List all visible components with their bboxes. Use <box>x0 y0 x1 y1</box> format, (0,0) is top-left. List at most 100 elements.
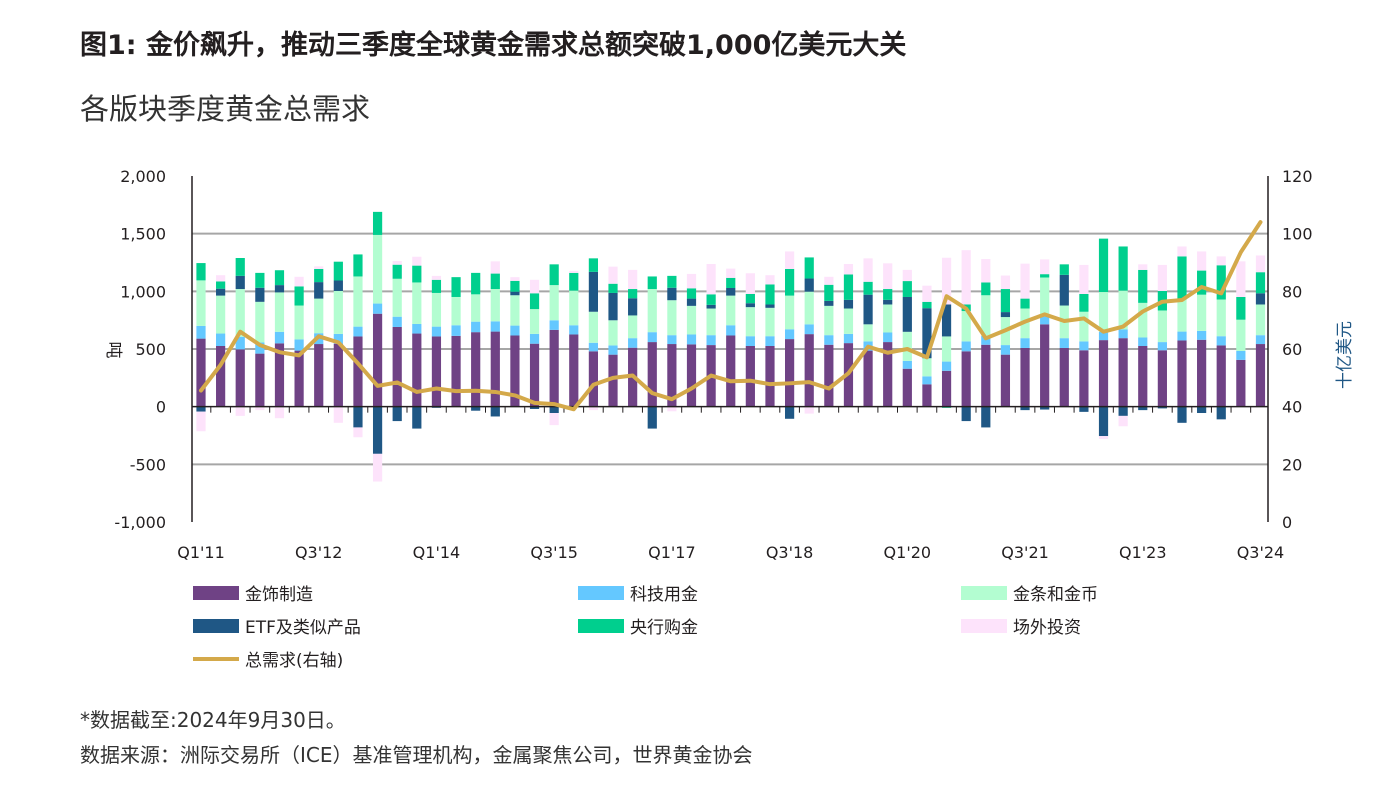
bar-segment <box>1040 315 1050 325</box>
bar-segment <box>1255 255 1266 273</box>
bar-segment <box>745 346 755 407</box>
bar-segment <box>1118 406 1128 416</box>
bar-segment <box>255 353 265 407</box>
bar-segment <box>1197 251 1207 271</box>
y2-tick-label: 100 <box>1282 225 1313 244</box>
bar-segment <box>255 272 265 288</box>
y-tick-label: 500 <box>135 340 166 359</box>
bar-segment <box>706 263 716 295</box>
bar-segment <box>490 273 500 290</box>
bar-segment <box>1177 340 1187 407</box>
bar-segment <box>785 339 795 407</box>
bar-segment <box>1059 264 1069 275</box>
x-tick-label: Q3'18 <box>766 543 814 562</box>
bar-segment <box>431 275 442 280</box>
bar-segment <box>549 320 559 330</box>
legend-swatch <box>961 618 1007 633</box>
bar-segment <box>196 263 206 281</box>
bar-segment <box>255 287 265 302</box>
bar-segment <box>235 336 245 350</box>
legend-label: 总需求(右轴) <box>245 651 344 671</box>
bar-segment <box>1000 289 1011 313</box>
bar-segment <box>804 324 814 335</box>
bar-segment <box>883 342 893 407</box>
bar-segment <box>1098 331 1109 341</box>
bar-segment <box>824 344 834 407</box>
bar-segment <box>588 271 598 312</box>
legend-label: 场外投资 <box>1013 618 1081 638</box>
bar-segment <box>863 258 873 282</box>
bar-segment <box>981 295 991 336</box>
bar-segment <box>412 282 422 324</box>
bar-segment <box>647 342 657 407</box>
bar-segment <box>372 211 383 235</box>
bar-segment <box>981 282 991 296</box>
bar-segment <box>706 335 716 346</box>
x-tick-label: Q1'20 <box>884 543 932 562</box>
bar-segment <box>255 301 265 343</box>
bar-segment <box>294 276 304 287</box>
bar-segment <box>686 305 697 335</box>
bar-segment <box>1255 304 1266 336</box>
bar-segment <box>333 280 343 291</box>
legend-label: 金饰制造 <box>245 585 313 605</box>
legend-item-otc: 场外投资 <box>961 613 1081 638</box>
bar-segment <box>1138 302 1148 338</box>
bar-segment <box>569 272 579 291</box>
bar-segment <box>569 334 579 407</box>
bar-segment <box>843 299 854 309</box>
bar-segment <box>333 261 343 281</box>
bar-segment <box>706 308 716 336</box>
bar-segment <box>588 406 598 411</box>
bar-segment <box>863 324 873 342</box>
bar-segment <box>412 333 422 407</box>
bar-segment <box>1000 312 1011 318</box>
bar-segment <box>745 303 755 308</box>
bar-segment <box>1216 406 1226 420</box>
bar-segment <box>549 413 559 426</box>
bar-segment <box>353 276 363 327</box>
bar-segment <box>1177 246 1187 257</box>
bar-segment <box>843 263 854 275</box>
bar-segment <box>235 349 245 407</box>
bar-segment <box>1040 324 1050 407</box>
bar-segment <box>902 368 912 407</box>
bar-segment <box>392 316 402 327</box>
bar-segment <box>883 304 893 333</box>
bar-segment <box>824 276 834 285</box>
bar-segment <box>941 336 952 362</box>
bar-segment <box>353 427 363 438</box>
bar-segment <box>863 281 873 295</box>
bar-segment <box>216 275 226 282</box>
bar-segment <box>1255 344 1266 407</box>
bar-segment <box>981 344 991 407</box>
bar-segment <box>1098 436 1109 439</box>
bar-segment <box>216 333 226 347</box>
y2-tick-label: 40 <box>1282 398 1302 417</box>
bar-segment <box>667 406 677 412</box>
bar-segment <box>451 335 461 407</box>
bar-segment <box>412 256 422 266</box>
bar-segment <box>686 334 697 345</box>
bar-segment <box>1000 275 1011 290</box>
bar-segment <box>510 295 520 326</box>
bar-segment <box>1079 406 1089 412</box>
bar-segment <box>1197 294 1207 331</box>
bar-segment <box>1236 350 1246 360</box>
bar-segment <box>608 345 618 355</box>
bar-segment <box>1138 269 1148 303</box>
bar-segment <box>529 333 540 344</box>
x-tick-label: Q1'14 <box>413 543 461 562</box>
bar-segment <box>706 304 716 309</box>
bar-segment <box>431 326 442 337</box>
bar-segment <box>1059 347 1069 407</box>
bar-segment <box>1177 256 1187 300</box>
legend-item-total-demand: 总需求(右轴) <box>193 646 343 671</box>
bar-segment <box>471 332 481 407</box>
bar-segment <box>1216 265 1226 300</box>
bar-segment <box>1236 296 1246 320</box>
bar-segment <box>431 279 442 293</box>
legend-swatch <box>578 585 624 600</box>
bar-segment <box>314 298 324 334</box>
bar-segment <box>529 343 540 407</box>
